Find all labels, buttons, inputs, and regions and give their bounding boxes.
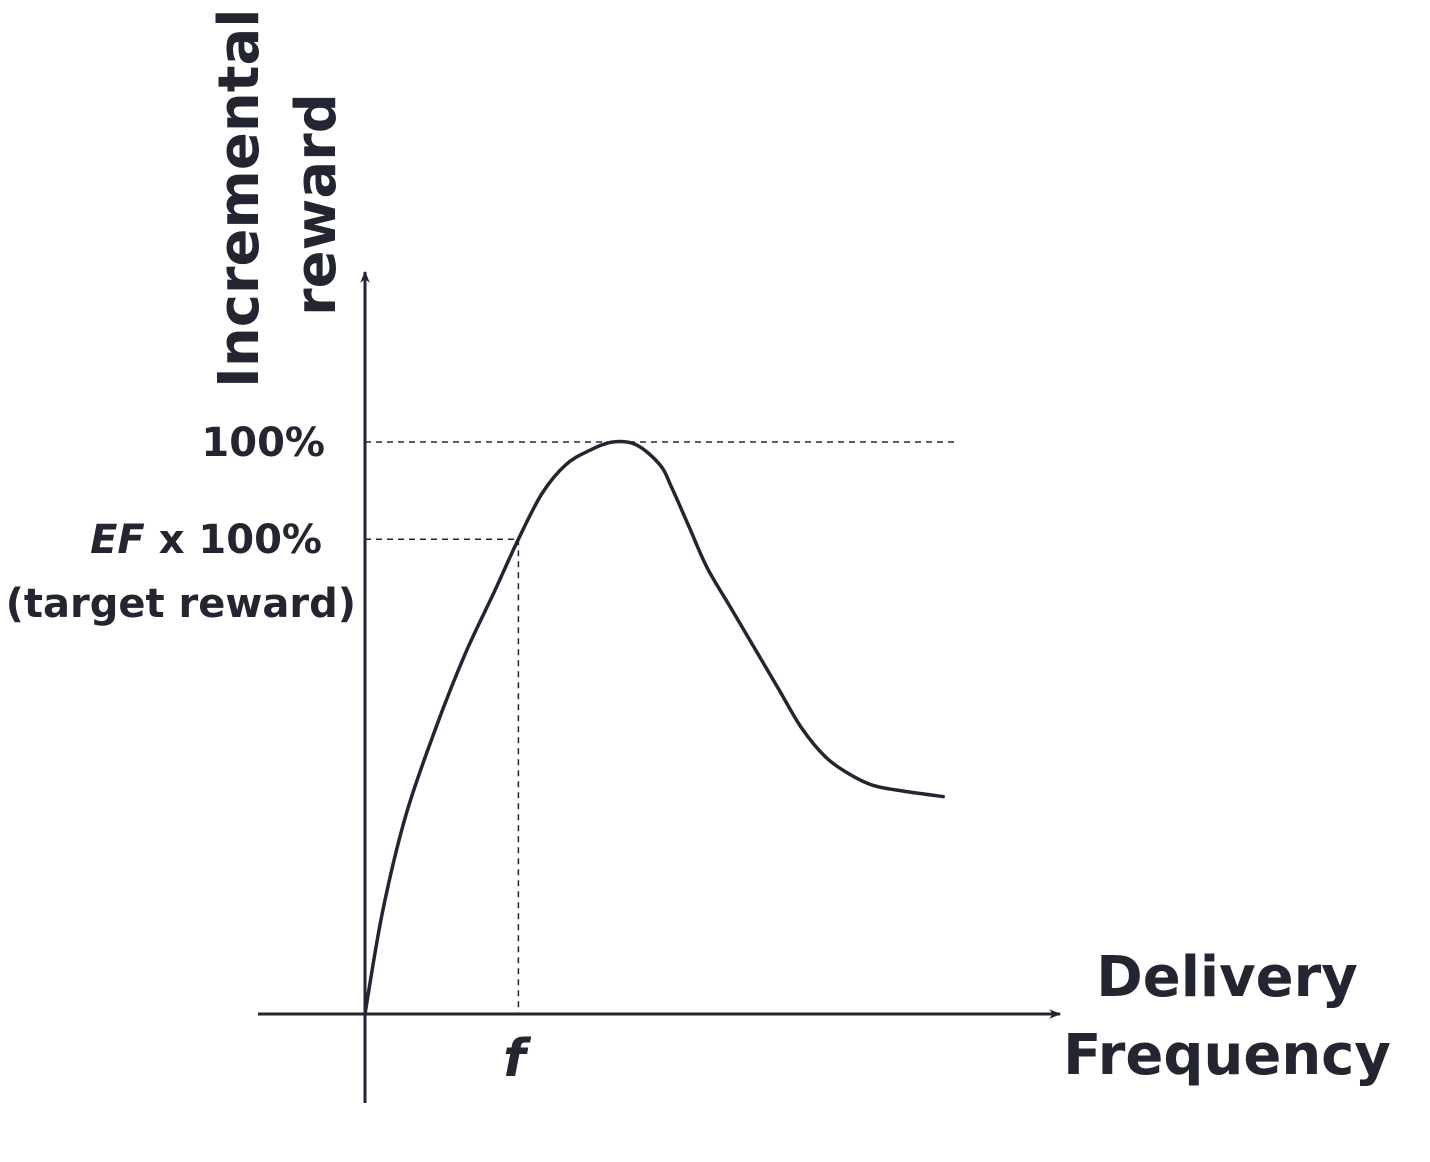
- y-axis-title-line-2: reward: [284, 93, 349, 316]
- y-tick-label-target: EF x 100%: [90, 517, 322, 563]
- y-tick-label-target-rest: x 100%: [145, 517, 322, 563]
- y-tick-label-100: 100%: [201, 420, 325, 466]
- y-axis-title-2: reward: [284, 93, 349, 316]
- y-axis-title: Incremental: [207, 9, 272, 388]
- y-tick-label-target-italic: EF: [90, 517, 145, 563]
- reward-curve: [363, 439, 945, 1016]
- y-axis-title-line-1: Incremental: [207, 9, 272, 388]
- x-axis-title-line-1: Delivery: [1096, 945, 1357, 1010]
- x-axis-title-line-2: Frequency: [1063, 1023, 1391, 1088]
- x-tick-label-f: f: [503, 1029, 532, 1089]
- y-tick-sublabel-target: (target reward): [6, 581, 356, 627]
